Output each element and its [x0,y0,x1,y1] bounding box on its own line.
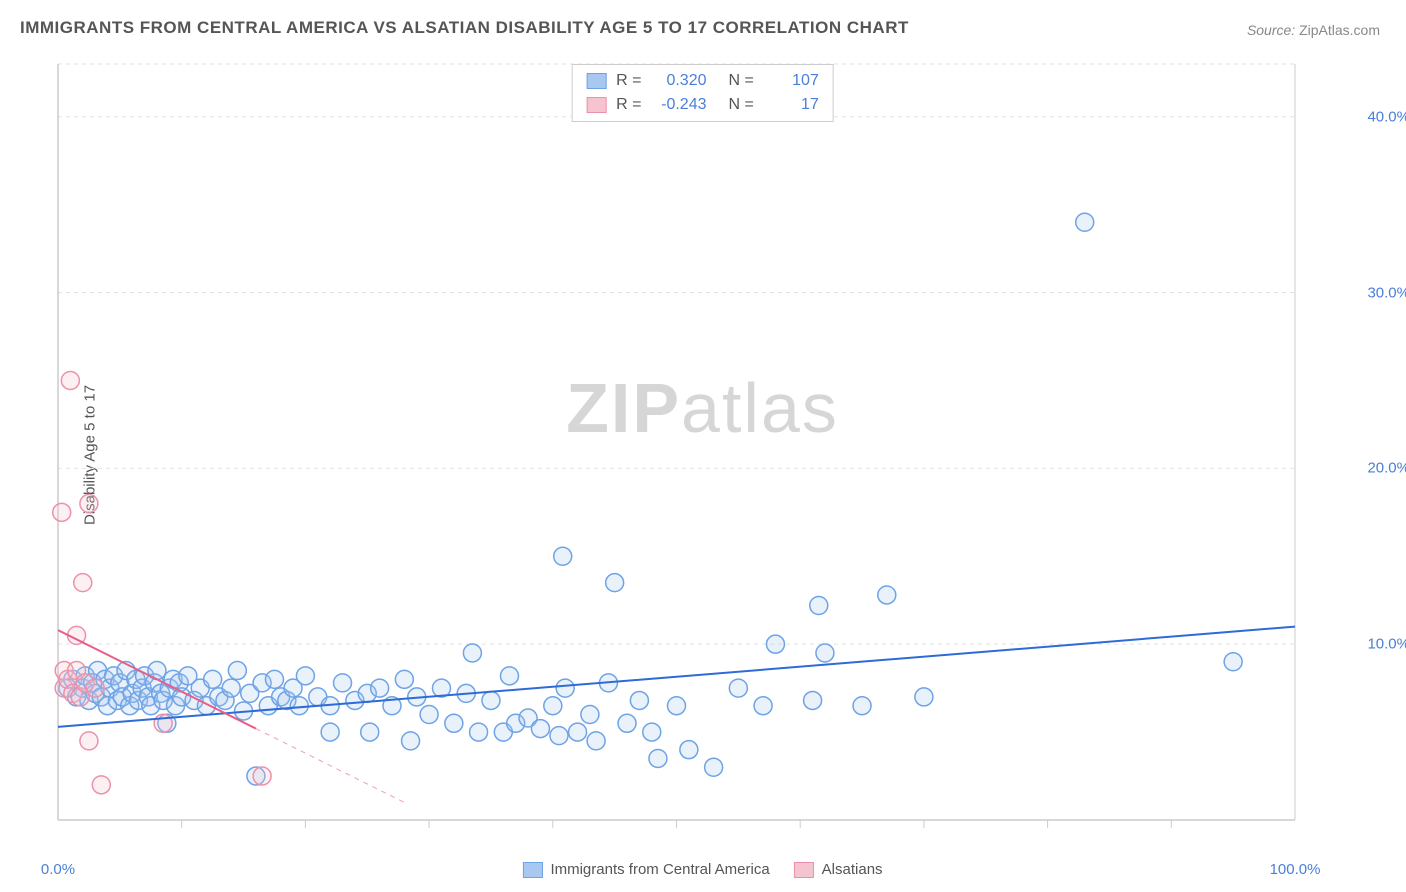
x-tick-label: 100.0% [1270,861,1321,878]
chart-title: IMMIGRANTS FROM CENTRAL AMERICA VS ALSAT… [20,18,909,38]
legend-label-blue: Immigrants from Central America [550,861,769,878]
swatch-pink [794,862,814,878]
legend-item-pink: Alsatians [794,861,883,878]
corr-row-blue: R = 0.320 N = 107 [586,69,819,93]
swatch-blue [522,862,542,878]
y-tick-label: 20.0% [1367,460,1406,477]
legend-label-pink: Alsatians [822,861,883,878]
r-value-blue: 0.320 [652,69,707,93]
source-label: Source: [1247,22,1295,38]
corr-row-pink: R = -0.243 N = 17 [586,93,819,117]
n-value-blue: 107 [764,69,819,93]
n-label: N = [729,69,754,93]
swatch-blue [586,73,606,89]
n-label: N = [729,93,754,117]
source-name: ZipAtlas.com [1299,22,1380,38]
scatter-plot [50,60,1355,850]
chart-area: Disability Age 5 to 17 ZIPatlas R = 0.32… [50,60,1355,850]
r-label: R = [616,93,641,117]
source-attribution: Source: ZipAtlas.com [1247,22,1380,38]
y-tick-label: 10.0% [1367,636,1406,653]
swatch-pink [586,97,606,113]
r-label: R = [616,69,641,93]
n-value-pink: 17 [764,93,819,117]
r-value-pink: -0.243 [652,93,707,117]
legend-item-blue: Immigrants from Central America [522,861,769,878]
y-tick-label: 30.0% [1367,284,1406,301]
x-tick-label: 0.0% [41,861,75,878]
correlation-legend: R = 0.320 N = 107 R = -0.243 N = 17 [571,64,834,122]
y-tick-label: 40.0% [1367,108,1406,125]
bottom-legend: Immigrants from Central America Alsatian… [522,861,882,878]
